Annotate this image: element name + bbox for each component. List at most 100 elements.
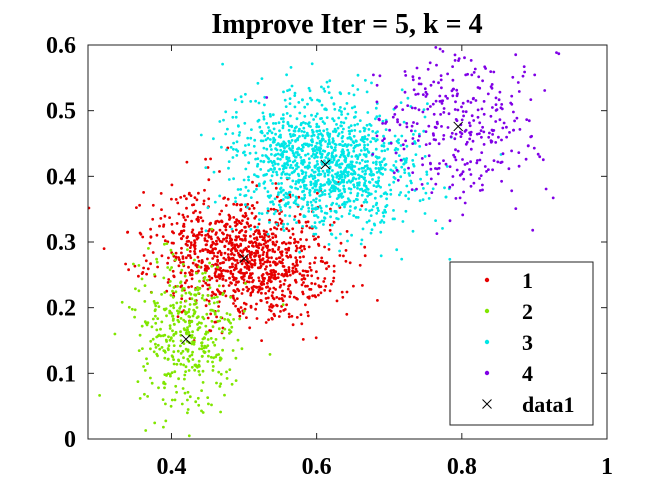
data-point [275, 173, 279, 177]
data-point [162, 381, 166, 385]
data-point [179, 271, 183, 275]
data-point [227, 318, 231, 322]
data-point [404, 74, 408, 77]
data-point [198, 347, 201, 351]
data-point [171, 289, 174, 293]
data-point [307, 175, 311, 179]
data-point [333, 142, 337, 146]
data-point [268, 260, 272, 264]
data-point [271, 296, 275, 300]
data-point [193, 299, 197, 302]
data-point [236, 287, 239, 291]
y-tick-label: 0.4 [46, 164, 76, 190]
data-point [170, 371, 174, 374]
data-point [194, 209, 197, 213]
data-point [164, 338, 168, 342]
data-point [350, 106, 354, 110]
data-point [287, 159, 290, 162]
data-point [189, 256, 193, 260]
data-point [210, 229, 214, 233]
data-point [271, 113, 275, 117]
data-point [282, 229, 286, 232]
data-point [345, 102, 349, 105]
data-point [399, 191, 403, 194]
data-point [332, 102, 336, 106]
data-point [179, 317, 183, 320]
data-point [353, 144, 357, 148]
data-point [255, 236, 259, 240]
data-point [326, 173, 330, 177]
data-point [468, 124, 472, 128]
data-point [213, 274, 217, 278]
data-point [345, 145, 349, 148]
data-point [404, 139, 407, 143]
data-point [202, 317, 206, 321]
data-point [206, 232, 210, 236]
data-point [527, 119, 531, 123]
y-tick-label: 0 [64, 427, 76, 453]
data-point [339, 241, 343, 245]
data-point [209, 312, 213, 316]
data-point [192, 302, 196, 306]
data-point [174, 255, 178, 259]
data-point [277, 248, 280, 251]
data-point [513, 119, 516, 123]
data-point [331, 189, 335, 193]
data-point [365, 200, 369, 204]
data-point [335, 217, 338, 220]
data-point [339, 153, 343, 157]
data-point [396, 120, 399, 124]
data-point [469, 184, 473, 188]
data-point [186, 349, 190, 353]
data-point [383, 157, 386, 161]
data-point [317, 189, 321, 193]
data-point [282, 265, 286, 268]
data-point [316, 98, 319, 102]
data-point [252, 144, 256, 148]
data-point [188, 324, 192, 328]
series-4-points [265, 46, 561, 236]
data-point [197, 259, 201, 263]
data-point [497, 98, 501, 102]
data-point [187, 285, 191, 289]
data-point [138, 333, 142, 337]
data-point [151, 337, 155, 341]
data-point [245, 271, 249, 275]
data-point [271, 249, 275, 253]
data-point [306, 200, 309, 204]
data-point [435, 63, 438, 67]
data-point [174, 384, 178, 388]
data-point [193, 196, 197, 200]
data-point [500, 103, 504, 106]
data-point [294, 186, 297, 190]
data-point [463, 201, 467, 205]
data-point [148, 241, 152, 245]
data-point [424, 191, 428, 195]
data-point [449, 135, 453, 139]
data-point [351, 177, 355, 181]
data-point [479, 129, 483, 133]
data-point [352, 116, 356, 119]
data-point [432, 138, 436, 141]
data-point [381, 119, 385, 123]
data-point [250, 204, 254, 208]
data-point [526, 144, 530, 148]
data-point [418, 134, 421, 138]
data-point [321, 134, 324, 138]
data-point [463, 163, 467, 166]
data-point [181, 349, 185, 353]
data-point [279, 310, 282, 313]
data-point [275, 170, 278, 174]
data-point [468, 168, 471, 171]
data-point [301, 98, 304, 102]
data-point [481, 79, 484, 83]
data-point [323, 261, 327, 265]
data-point [180, 237, 184, 241]
data-point [298, 255, 302, 259]
data-point [290, 84, 294, 88]
data-point [323, 245, 326, 249]
data-point [206, 344, 210, 347]
data-point [511, 75, 515, 79]
data-point [360, 193, 364, 197]
data-point [322, 223, 325, 226]
